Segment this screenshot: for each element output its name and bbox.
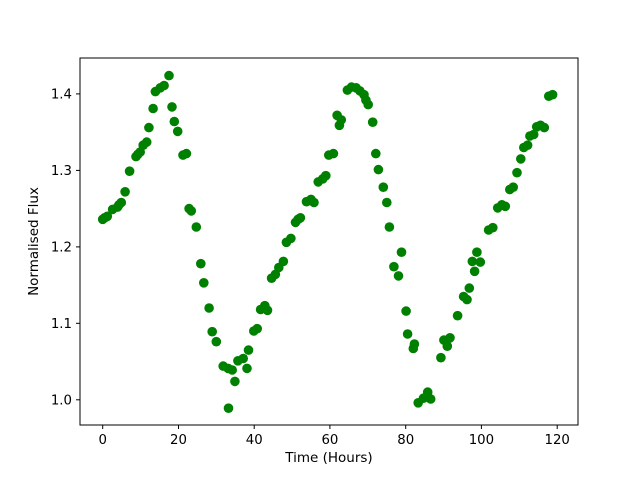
data-point — [295, 213, 306, 223]
data-point — [227, 365, 237, 375]
data-point — [508, 182, 518, 192]
data-point — [186, 206, 197, 216]
data-point — [363, 99, 374, 110]
data-point — [124, 166, 135, 176]
y-tick-label: 1.4 — [51, 87, 72, 102]
y-tick-label: 1.1 — [51, 317, 72, 332]
data-point — [462, 294, 472, 305]
data-point — [469, 266, 480, 277]
data-point — [409, 339, 420, 349]
data-point — [472, 247, 482, 257]
x-tick-label: 80 — [397, 433, 414, 448]
data-point — [547, 89, 558, 100]
data-point — [522, 140, 533, 150]
data-point — [172, 126, 183, 137]
y-axis-label: Normalised Flux — [26, 187, 42, 296]
data-point — [141, 137, 152, 147]
y-tick-label: 1.3 — [51, 164, 72, 179]
data-point — [243, 345, 254, 355]
data-point — [389, 261, 399, 272]
data-point — [467, 256, 478, 267]
data-point — [120, 187, 130, 197]
data-point — [321, 170, 331, 181]
data-point — [382, 197, 392, 208]
data-point — [475, 257, 486, 267]
data-point — [102, 211, 113, 222]
data-point — [262, 305, 273, 316]
data-point — [539, 122, 550, 133]
data-point — [169, 116, 180, 127]
data-point — [238, 353, 248, 364]
data-point — [371, 148, 381, 159]
data-point — [373, 164, 384, 175]
data-point — [512, 167, 522, 178]
data-point — [442, 341, 453, 352]
data-point — [336, 115, 347, 125]
data-point — [167, 102, 177, 112]
plot-area: 0 20 40 60 80 100 120 1.0 1.1 1.2 1.3 1.4 — [51, 57, 579, 448]
data-point — [223, 403, 234, 414]
x-tick-label: 0 — [98, 433, 106, 448]
x-tick-label: 40 — [246, 433, 263, 448]
data-point — [199, 278, 209, 288]
data-point — [242, 363, 252, 374]
data-point — [425, 394, 436, 404]
data-point — [148, 103, 158, 114]
data-point — [393, 271, 404, 281]
plot-frame — [79, 57, 579, 426]
data-point — [384, 222, 395, 232]
data-point — [436, 352, 446, 363]
data-point — [528, 129, 539, 140]
data-point — [204, 303, 214, 313]
data-point — [367, 117, 378, 127]
x-tick-label: 60 — [321, 433, 338, 448]
data-point — [159, 80, 169, 91]
data-point — [230, 376, 240, 387]
data-point — [402, 329, 413, 339]
data-point — [211, 336, 222, 347]
data-point — [191, 222, 202, 232]
data-point — [516, 154, 526, 164]
data-point — [278, 256, 289, 267]
data-point — [378, 182, 389, 192]
data-point — [309, 197, 319, 208]
data-point — [286, 233, 296, 244]
data-point — [500, 201, 511, 212]
data-point — [488, 222, 498, 233]
data-point — [116, 197, 127, 208]
data-point — [452, 310, 463, 321]
data-point — [144, 122, 154, 133]
x-tick-label: 100 — [469, 433, 494, 448]
data-point — [207, 326, 217, 337]
x-tick-label: 120 — [545, 433, 570, 448]
y-tick-label: 1.0 — [51, 393, 72, 408]
x-axis-label: Time (Hours) — [284, 450, 372, 466]
data-point — [181, 148, 192, 159]
data-point — [464, 283, 475, 293]
x-tick-label: 20 — [170, 433, 187, 448]
data-point — [196, 258, 206, 269]
y-tick-label: 1.2 — [51, 240, 72, 255]
data-point — [164, 70, 174, 81]
data-point — [445, 333, 455, 343]
data-point — [328, 148, 339, 159]
data-point — [396, 247, 407, 257]
data-point — [252, 323, 262, 334]
data-point — [401, 306, 411, 316]
